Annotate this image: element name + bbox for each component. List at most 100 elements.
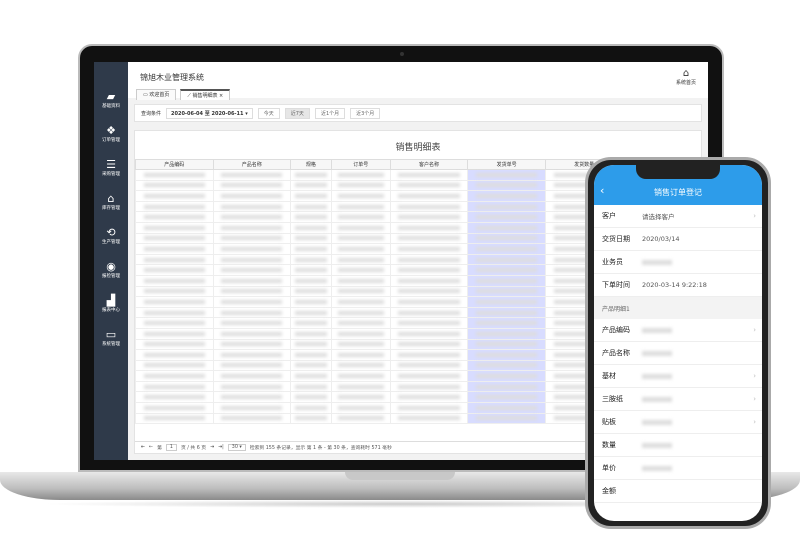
table-cell bbox=[212, 370, 292, 382]
form-row[interactable]: 下单时间 2020-03-14 9:22:18 bbox=[594, 274, 762, 297]
column-header[interactable]: 订单号 bbox=[330, 159, 391, 170]
form-row[interactable]: 产品名称 bbox=[594, 342, 762, 365]
sidebar-item[interactable]: ▟ 报表中心 bbox=[94, 288, 128, 320]
last-page-button[interactable]: ⇥| bbox=[218, 445, 224, 450]
chevron-right-icon: › bbox=[753, 372, 756, 380]
table-cell bbox=[389, 232, 469, 245]
sidebar-item[interactable]: ⌂ 库存管理 bbox=[94, 186, 128, 218]
next-page-button[interactable]: ⇥ bbox=[210, 445, 215, 450]
column-header[interactable]: 产品名称 bbox=[212, 159, 292, 170]
page-label: 第 bbox=[157, 446, 162, 451]
camera bbox=[400, 52, 404, 56]
first-page-button[interactable]: ⇤ bbox=[141, 445, 146, 450]
sidebar-item-label: 生产管理 bbox=[102, 240, 120, 245]
sidebar-item-label: 基础资料 bbox=[102, 104, 120, 109]
column-header[interactable]: 产品编码 bbox=[135, 159, 214, 170]
table-row[interactable] bbox=[135, 200, 701, 213]
table-cell bbox=[467, 253, 546, 266]
phone-screen: ‹ 销售订单登记 客户 请选择客户 › 交货日期 2020/03/14 业务员 下单时间 20… bbox=[594, 165, 762, 521]
form-row[interactable]: 三胺纸 › bbox=[594, 388, 762, 411]
table-cell bbox=[467, 391, 546, 404]
table-cell bbox=[135, 402, 214, 414]
form-row[interactable]: 业务员 bbox=[594, 251, 762, 274]
blurred-value bbox=[642, 327, 672, 333]
table-cell bbox=[389, 190, 469, 202]
form-row[interactable]: 数量 bbox=[594, 434, 762, 457]
pager: ⇤ ← 第 1 页 / 共 6 页 ⇥ ⇥| 30 ▾ 检索到 155 条记录，… bbox=[135, 441, 701, 453]
table-cell bbox=[290, 359, 332, 372]
table-cell bbox=[389, 285, 469, 298]
refresh-icon: ⟲ bbox=[106, 226, 116, 239]
table-cell bbox=[467, 338, 546, 351]
table-cell bbox=[135, 306, 214, 319]
page-total: 页 / 共 6 页 bbox=[180, 446, 207, 451]
tab-sales-detail[interactable]: ⟋ 销售明细表 × bbox=[180, 89, 231, 100]
table-cell bbox=[135, 412, 214, 425]
chevron-right-icon: › bbox=[753, 395, 756, 403]
laptop: ▰ 基础资料 ❖ 订单管理 ☰ 采购管理 ⌂ 库存管理 ⟲ 生产管理 ◉ 报检管理 ▟ 报表中心 ▭ 系统管理… bbox=[78, 44, 724, 472]
form-row[interactable]: 金额 bbox=[594, 480, 762, 503]
prev-page-button[interactable]: ← bbox=[149, 445, 154, 450]
table-row[interactable] bbox=[135, 169, 701, 181]
table-cell bbox=[135, 359, 214, 372]
table-cell bbox=[467, 200, 546, 213]
table-cell bbox=[212, 349, 292, 361]
table-cell bbox=[389, 338, 469, 351]
blurred-value bbox=[642, 396, 672, 402]
table-cell bbox=[330, 317, 391, 329]
app-title: 锦旭木业管理系统 bbox=[140, 73, 204, 82]
quick-7days[interactable]: 近7天 bbox=[284, 107, 310, 119]
table-cell bbox=[135, 285, 214, 298]
sidebar-item[interactable]: ❖ 订单管理 bbox=[94, 118, 128, 150]
table-row[interactable] bbox=[135, 327, 701, 340]
table-cell bbox=[467, 412, 546, 425]
page-size-select[interactable]: 30 ▾ bbox=[227, 444, 246, 451]
table-cell bbox=[212, 327, 292, 340]
table-cell bbox=[290, 317, 332, 329]
quick-1month[interactable]: 近1个月 bbox=[314, 107, 346, 119]
column-header[interactable]: 客户名称 bbox=[389, 159, 469, 170]
sidebar-item[interactable]: ☰ 采购管理 bbox=[94, 152, 128, 184]
sidebar-item[interactable]: ◉ 报检管理 bbox=[94, 254, 128, 286]
table-cell bbox=[467, 317, 546, 329]
table-cell bbox=[389, 274, 469, 287]
form-row[interactable]: 交货日期 2020/03/14 bbox=[594, 228, 762, 251]
form-row[interactable]: 客户 请选择客户 › bbox=[594, 205, 762, 228]
date-range-picker[interactable]: 2020-06-04 至 2020-06-11 ▾ bbox=[166, 107, 253, 119]
table-cell bbox=[330, 296, 391, 308]
form-row[interactable]: 基材 › bbox=[594, 365, 762, 388]
field-label: 客户 bbox=[602, 212, 616, 220]
table-cell bbox=[467, 306, 546, 319]
table-cell bbox=[330, 169, 391, 181]
back-icon[interactable]: ‹ bbox=[600, 184, 605, 197]
quick-3months[interactable]: 近3个月 bbox=[350, 107, 381, 119]
phone-notch bbox=[636, 165, 720, 179]
column-header[interactable]: 规格 bbox=[290, 159, 332, 170]
form-row[interactable]: 产品编码 › bbox=[594, 319, 762, 342]
column-header[interactable]: 发货单号 bbox=[467, 159, 546, 170]
table-cell bbox=[135, 211, 214, 223]
table-cell bbox=[330, 412, 391, 425]
home-button[interactable]: ⌂ 系统首页 bbox=[676, 68, 696, 86]
page-input[interactable]: 1 bbox=[165, 444, 177, 451]
sidebar-item[interactable]: ▭ 系统管理 bbox=[94, 322, 128, 354]
table-cell bbox=[290, 306, 332, 319]
table-cell bbox=[135, 179, 214, 192]
table-cell bbox=[212, 285, 292, 298]
table-row[interactable] bbox=[135, 221, 701, 234]
table-cell bbox=[330, 211, 391, 223]
quick-today[interactable]: 今天 bbox=[257, 107, 280, 119]
sidebar-item[interactable]: ⟲ 生产管理 bbox=[94, 220, 128, 252]
book-icon: ▰ bbox=[106, 90, 116, 103]
table-cell bbox=[135, 317, 214, 329]
sidebar-item[interactable]: ▰ 基础资料 bbox=[94, 84, 128, 116]
form-row[interactable]: 单价 bbox=[594, 457, 762, 480]
table-cell bbox=[389, 200, 469, 213]
eye-icon: ◉ bbox=[106, 260, 116, 273]
tab-welcome[interactable]: ▭ 欢迎首页 bbox=[136, 89, 177, 100]
table-cell bbox=[290, 264, 332, 276]
form-row[interactable]: 贴板 › bbox=[594, 411, 762, 434]
table-cell bbox=[212, 380, 292, 393]
table-cell bbox=[389, 327, 469, 340]
phone: ‹ 销售订单登记 客户 请选择客户 › 交货日期 2020/03/14 业务员 下单时间 20… bbox=[585, 157, 771, 529]
